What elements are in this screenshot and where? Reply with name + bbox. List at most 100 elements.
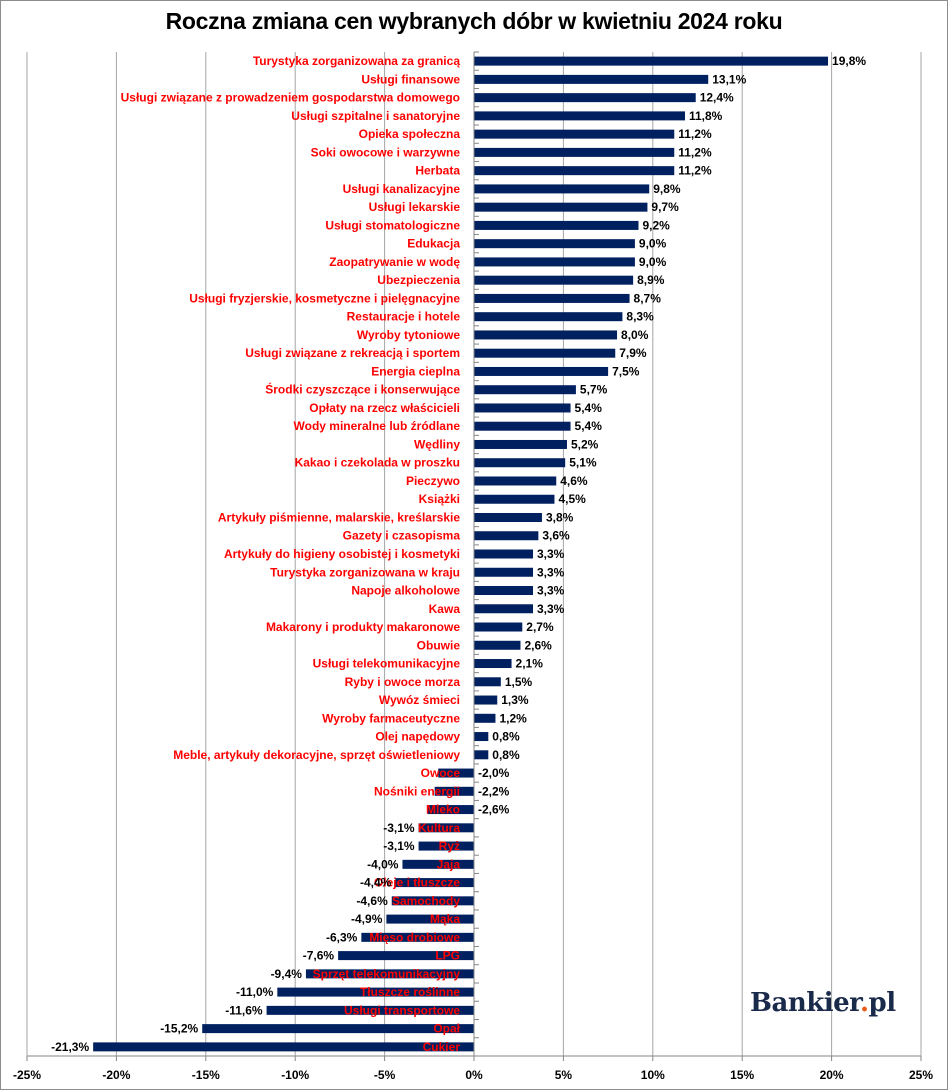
value-label: 9,8%	[653, 182, 681, 196]
x-tick-label: -15%	[192, 1068, 220, 1082]
value-label: -11,6%	[225, 1003, 263, 1017]
bar	[474, 202, 648, 212]
category-label: Usługi lekarskie	[369, 200, 461, 214]
bar	[474, 732, 489, 742]
category-label: Wyroby farmaceutyczne	[322, 711, 460, 725]
bar	[438, 768, 474, 778]
x-tick-label: 15%	[730, 1068, 754, 1082]
category-label: Środki czyszczące i konserwujące	[265, 382, 460, 397]
category-label: Meble, artykuły dekoracyjne, sprzęt oświ…	[173, 748, 460, 762]
category-label: Napoje alkoholowe	[351, 584, 460, 598]
category-label: Usługi telekomunikacyjne	[313, 657, 461, 671]
bar	[474, 494, 555, 504]
category-label: Mięso drobiowe	[369, 930, 460, 944]
value-label: 11,2%	[678, 127, 712, 141]
value-label: -2,0%	[478, 766, 510, 780]
category-label: Usługi kanalizacyjne	[343, 182, 461, 196]
chart-title: Roczna zmiana cen wybranych dóbr w kwiet…	[165, 8, 783, 34]
value-label: 5,2%	[571, 437, 599, 451]
bar	[395, 878, 474, 888]
value-label: 3,3%	[537, 602, 565, 616]
category-label: Książki	[419, 492, 460, 506]
category-label: Usługi transportowe	[344, 1003, 460, 1017]
bar	[474, 74, 709, 84]
value-label: 9,2%	[642, 218, 670, 232]
value-label: 3,8%	[546, 510, 574, 524]
category-label: Cukier	[423, 1040, 461, 1054]
category-label: Restauracje i hotele	[347, 310, 461, 324]
x-tick-label: -5%	[374, 1068, 396, 1082]
bar	[418, 823, 474, 833]
bar	[474, 659, 512, 669]
bar	[474, 312, 623, 322]
category-label: Ryby i owoce morza	[345, 675, 461, 689]
value-label: 2,6%	[524, 638, 552, 652]
value-label: 1,5%	[505, 675, 533, 689]
value-label: -4,0%	[367, 857, 399, 871]
bar	[427, 805, 474, 815]
bar	[474, 713, 496, 723]
value-label: 11,2%	[678, 145, 712, 159]
value-label: -11,0%	[236, 985, 274, 999]
bar	[474, 458, 566, 468]
value-label: 5,4%	[575, 419, 603, 433]
bar	[474, 166, 675, 176]
value-label: 4,6%	[560, 474, 588, 488]
axes	[26, 51, 922, 1061]
bar	[474, 531, 539, 541]
bar	[474, 129, 675, 139]
category-label: Usługi finansowe	[361, 72, 460, 86]
category-label: Energia cieplna	[371, 364, 460, 378]
bar	[474, 567, 534, 577]
value-label: 7,5%	[612, 364, 640, 378]
category-label: LPG	[435, 949, 460, 963]
x-tick-labels: -25% -20% -15% -10% -5% 0% 5% 10% 15% 20% 25%	[13, 1068, 933, 1082]
bar	[402, 859, 474, 869]
bar	[202, 1024, 474, 1034]
category-label: Owoce	[421, 766, 461, 780]
value-label: 3,3%	[537, 584, 565, 598]
bar	[266, 1005, 474, 1015]
category-label: Samochody	[392, 894, 460, 908]
category-label: Mleko	[426, 803, 460, 817]
bar	[474, 239, 635, 249]
value-label: 5,4%	[575, 401, 603, 415]
bars	[93, 56, 829, 1052]
value-label: 3,3%	[537, 547, 565, 561]
bar	[474, 640, 521, 650]
value-label: 2,1%	[516, 657, 544, 671]
category-label: Opłaty na rzecz właścicieli	[309, 401, 460, 415]
category-label: Opieka społeczna	[359, 127, 461, 141]
category-label: Edukacja	[407, 237, 460, 251]
logo-dot: .	[859, 988, 869, 1018]
value-label: 1,3%	[501, 693, 529, 707]
bar	[474, 421, 571, 431]
bar	[474, 750, 489, 760]
bar	[474, 549, 534, 559]
x-tick-label: 20%	[820, 1068, 844, 1082]
x-tick-label: 5%	[555, 1068, 573, 1082]
bar	[474, 184, 650, 194]
value-label: 5,1%	[569, 456, 597, 470]
value-label: -3,1%	[383, 821, 415, 835]
bar	[474, 257, 635, 267]
category-label: Mąka	[430, 912, 460, 926]
value-label: -21,3%	[51, 1040, 89, 1054]
category-label: Ryż	[439, 839, 460, 853]
bar	[474, 622, 523, 632]
category-label: Artykuły piśmienne, malarskie, kreślarsk…	[218, 510, 460, 524]
category-label: Usługi związane z prowadzeniem gospodars…	[121, 91, 460, 105]
bar	[474, 330, 618, 340]
value-label: 9,0%	[639, 237, 667, 251]
value-label: 9,0%	[639, 255, 667, 269]
category-label: Usługi fryzjerskie, kosmetyczne i pielęg…	[189, 291, 460, 305]
bar	[474, 476, 557, 486]
x-tick-label: -20%	[102, 1068, 130, 1082]
value-label: 0,8%	[492, 730, 520, 744]
category-label: Oleje i tłuszcze	[374, 876, 460, 890]
value-label: -6,3%	[326, 930, 358, 944]
value-label: 2,7%	[526, 620, 554, 634]
x-tick-label: 0%	[465, 1068, 483, 1082]
category-label: Pieczywo	[406, 474, 460, 488]
